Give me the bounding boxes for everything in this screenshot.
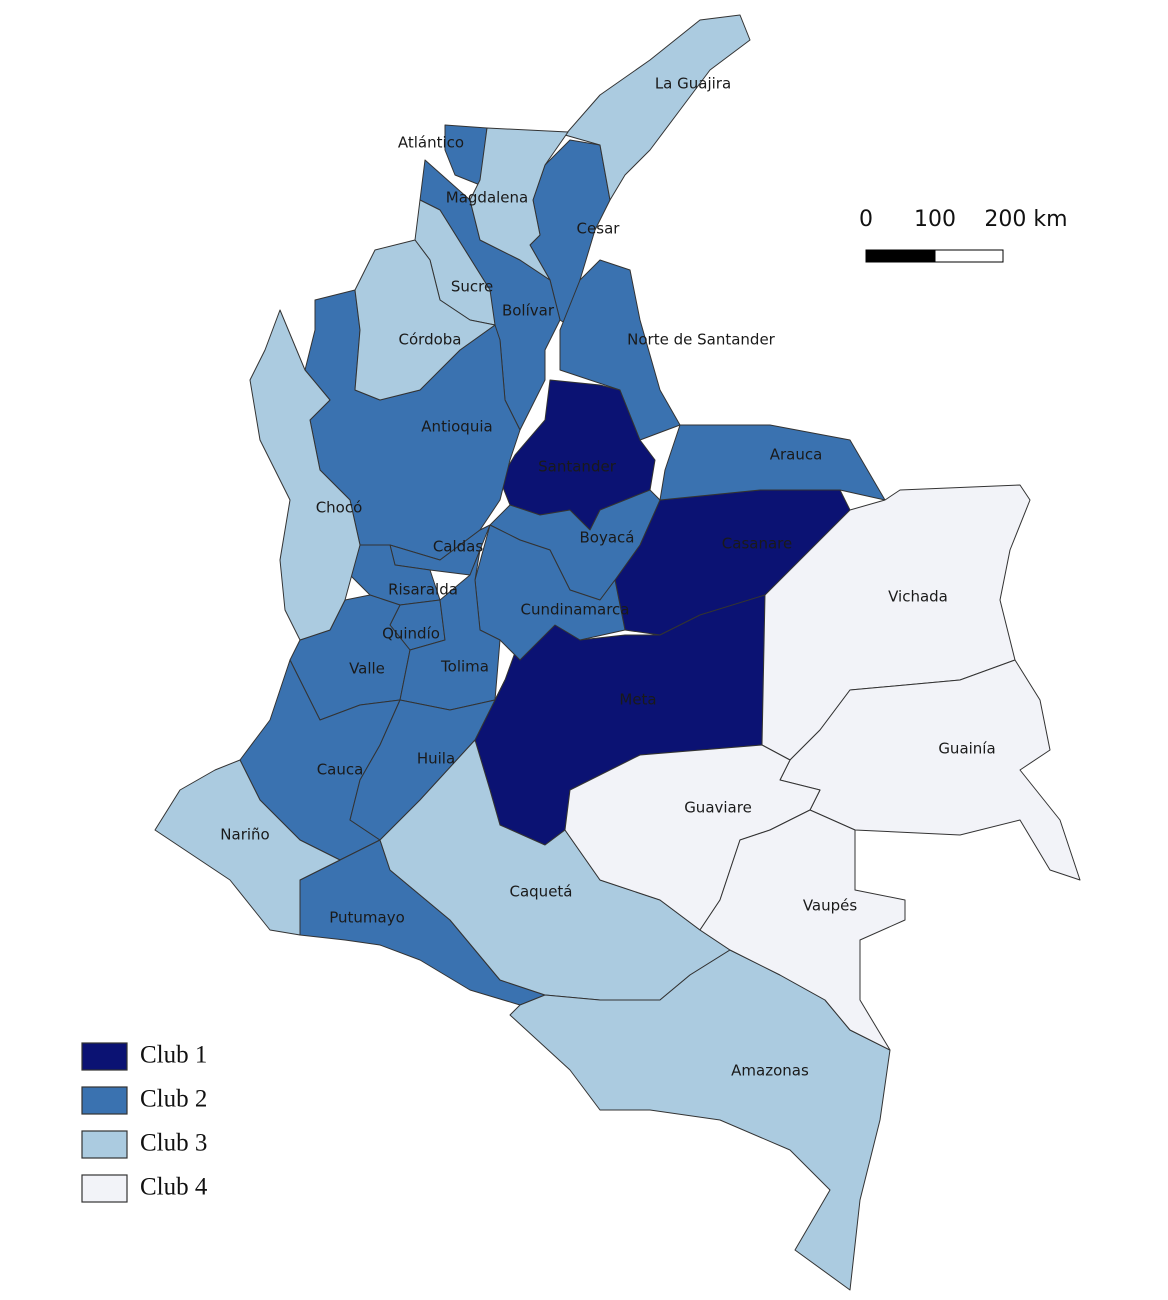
region-label: Caquetá — [510, 883, 573, 901]
region-label: Cundinamarca — [521, 601, 630, 619]
region-label: Valle — [349, 660, 385, 678]
scale-bar-dark — [865, 249, 936, 263]
legend-label: Club 3 — [140, 1130, 207, 1157]
region-label: La Guajira — [655, 75, 731, 93]
region-label: Chocó — [316, 499, 363, 517]
scale-label: 0 — [859, 207, 873, 232]
region — [559, 259, 681, 441]
legend-swatch — [81, 1174, 128, 1203]
legend-label: Club 2 — [140, 1086, 207, 1113]
region — [699, 809, 906, 1051]
region — [354, 239, 496, 401]
region-label: Quindío — [382, 625, 440, 643]
region-label: Tolima — [440, 658, 489, 676]
legend-swatch — [81, 1130, 128, 1159]
region-label: Cauca — [317, 761, 364, 779]
region-label: Santander — [538, 458, 617, 476]
region-label: Amazonas — [731, 1062, 809, 1080]
legend-swatch — [81, 1042, 128, 1071]
region-label: Antioquia — [421, 418, 492, 436]
region-label: Atlántico — [398, 134, 464, 152]
region — [659, 424, 886, 501]
scale-label: 200 km — [984, 207, 1067, 232]
legend-swatch — [81, 1086, 128, 1115]
scale-label: 100 — [914, 207, 956, 232]
scale-bar-light — [934, 249, 1004, 263]
region-label: Vichada — [888, 588, 948, 606]
region — [469, 127, 569, 281]
region — [249, 309, 361, 641]
region — [154, 759, 341, 936]
regions — [154, 14, 1081, 1291]
legend-label: Club 1 — [140, 1042, 207, 1069]
region-label: Magdalena — [446, 189, 528, 207]
region-label: Casanare — [722, 535, 792, 553]
region-label: Guainía — [938, 740, 995, 758]
region-label: Boyacá — [580, 529, 635, 547]
region-label: Guaviare — [684, 799, 752, 817]
region-label: Arauca — [770, 446, 823, 464]
region-label: Córdoba — [399, 331, 462, 349]
region-label: Meta — [619, 691, 656, 709]
region — [564, 14, 751, 201]
region-label: Nariño — [220, 826, 269, 844]
region — [399, 549, 501, 711]
region-labels: Santander Casanare Meta Atlántico Cesar Bolív… — [220, 75, 995, 1080]
region-label: Cesar — [577, 220, 621, 238]
region-label: Vaupés — [803, 897, 858, 915]
region — [444, 124, 488, 186]
region-label: Bolívar — [502, 302, 555, 320]
region-label: Norte de Santander — [627, 331, 776, 349]
region-label: Sucre — [451, 278, 493, 296]
legend-label: Club 4 — [140, 1174, 208, 1201]
region-label: Huila — [417, 750, 455, 768]
region-label: Caldas — [433, 538, 484, 556]
region-label: Risaralda — [388, 581, 458, 599]
region-label: Putumayo — [329, 909, 405, 927]
region — [509, 949, 891, 1291]
